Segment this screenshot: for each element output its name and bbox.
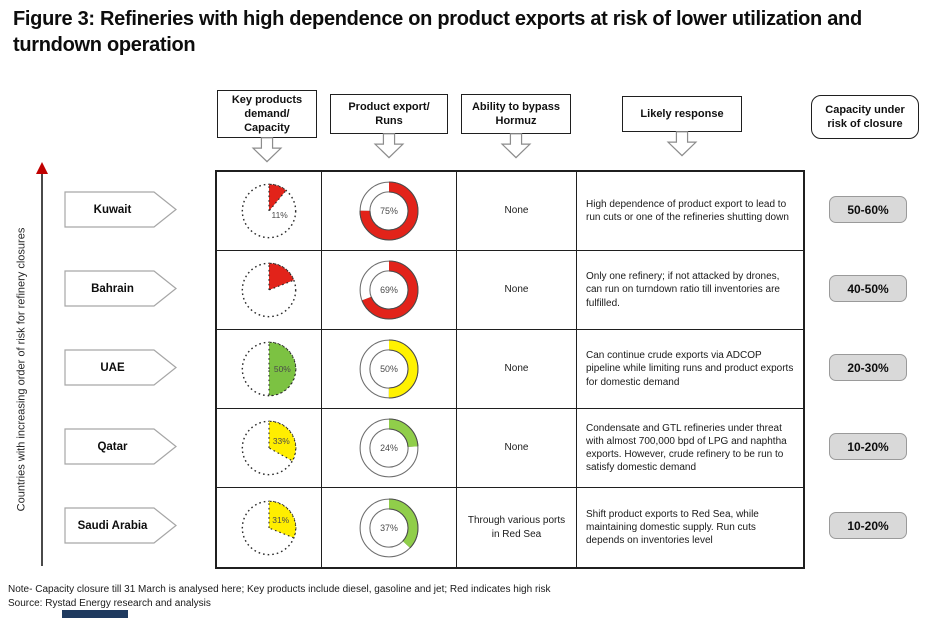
donut-chart-kuwait: 75% [359,181,419,241]
cell-saudi-bypass: Through various ports in Red Sea [457,488,577,567]
donut-chart-qatar: 24% [359,418,419,478]
cell-bahrain-donut: 69% [322,251,457,330]
country-label-uae: UAE [64,349,177,386]
country-name: UAE [100,361,125,374]
cell-bahrain-response: Only one refinery; if not attacked by dr… [577,251,803,330]
cell-qatar-response: Condensate and GTL refineries under thre… [577,409,803,488]
pie-chart-kuwait: 11% [241,183,297,239]
capacity-badge-bahrain: 40-50% [829,275,907,302]
svg-text:11%: 11% [272,210,289,220]
column-header-key-products: Key products demand/ Capacity [217,90,317,138]
country-arrow-shape [64,507,177,544]
column-header-product-export-label: Product export/ Runs [348,100,430,127]
figure-title: Figure 3: Refineries with high dependenc… [13,8,862,56]
capacity-badge-uae: 20-30% [829,354,907,381]
source-note: Source: Rystad Energy research and analy… [8,598,211,609]
down-arrow-icon [500,133,532,159]
pie-chart-uae: 50% [241,341,297,397]
column-header-capacity-risk: Capacity under risk of closure [811,95,919,139]
cell-qatar-donut: 24% [322,409,457,488]
pie-chart-bahrain [241,262,297,318]
footnote: Note- Capacity closure till 31 March is … [8,584,551,595]
pie-chart-saudi-arabia: 31% [241,500,297,555]
cell-qatar-bypass: None [457,409,577,488]
column-header-bypass-hormuz: Ability to bypass Hormuz [461,94,571,134]
cell-qatar-pie: 33% [217,409,322,488]
cell-uae-pie: 50% [217,330,322,409]
risk-axis-line [41,173,43,566]
country-name: Qatar [97,440,128,453]
svg-text:50%: 50% [274,364,291,374]
cell-uae-donut: 50% [322,330,457,409]
pie-chart-qatar: 33% [241,420,297,476]
cell-saudi-pie: 31% [217,488,322,567]
column-header-key-products-label: Key products demand/ Capacity [231,93,303,135]
svg-text:37%: 37% [380,523,398,533]
country-name: Bahrain [91,282,134,295]
country-label-saudi-arabia: Saudi Arabia [64,507,177,544]
donut-chart-bahrain: 69% [359,260,419,320]
cell-uae-bypass: None [457,330,577,409]
country-arrow-shape [64,349,177,386]
down-arrow-icon [373,133,405,159]
refinery-risk-table: 11% 75% None High dependence of product … [215,170,805,569]
cell-kuwait-response: High dependence of product export to lea… [577,172,803,251]
column-header-likely-response: Likely response [622,96,742,132]
cell-saudi-response: Shift product exports to Red Sea, while … [586,508,759,547]
risk-axis-arrowhead-icon [36,162,48,174]
country-name: Kuwait [93,203,132,216]
donut-chart-saudi-arabia: 37% [359,497,419,558]
cell-uae-response: Can continue crude exports via ADCOP pip… [577,330,803,409]
partial-logo-bar [62,610,128,618]
svg-text:50%: 50% [380,364,398,374]
country-label-qatar: Qatar [64,428,177,465]
down-arrow-icon [251,137,283,163]
column-header-product-export: Product export/ Runs [330,94,448,134]
cell-kuwait-pie: 11% [217,172,322,251]
svg-text:31%: 31% [272,515,289,525]
country-arrow-shape [64,270,177,307]
svg-text:33%: 33% [273,436,290,446]
column-header-bypass-hormuz-label: Ability to bypass Hormuz [471,100,561,127]
country-arrow-shape [64,428,177,465]
cell-kuwait-donut: 75% [322,172,457,251]
country-label-bahrain: Bahrain [64,270,177,307]
cell-bahrain-pie [217,251,322,330]
risk-axis-label: Countries with increasing order of risk … [15,227,28,512]
svg-text:24%: 24% [380,443,398,453]
country-name: Saudi Arabia [77,519,148,532]
svg-text:69%: 69% [380,285,398,295]
capacity-badge-qatar: 10-20% [829,433,907,460]
column-header-capacity-risk-label: Capacity under risk of closure [825,103,905,130]
capacity-badge-saudi-arabia: 10-20% [829,512,907,539]
column-header-likely-response-label: Likely response [640,107,724,120]
capacity-badge-kuwait: 50-60% [829,196,907,223]
country-arrow-shape [64,191,177,228]
country-label-kuwait: Kuwait [64,191,177,228]
cell-bahrain-bypass: None [457,251,577,330]
cell-kuwait-bypass: None [457,172,577,251]
svg-text:75%: 75% [380,206,398,216]
cell-saudi-donut: 37% [322,488,457,567]
down-arrow-icon [666,131,698,157]
donut-chart-uae: 50% [359,339,419,399]
